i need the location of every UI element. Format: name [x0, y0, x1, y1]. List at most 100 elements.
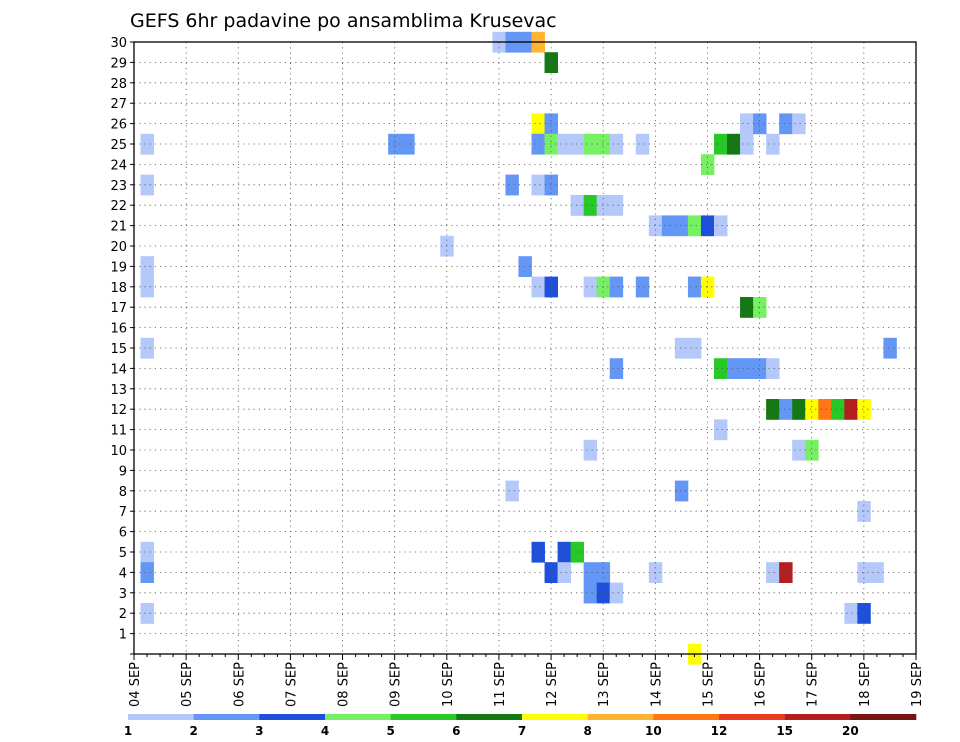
y-tick-label: 23	[110, 179, 127, 194]
heatmap-cell	[583, 439, 598, 461]
heatmap-cell	[674, 215, 689, 237]
x-tick-label: 15 SEP	[701, 662, 716, 707]
y-tick-label: 5	[119, 546, 127, 561]
heatmap-cell	[596, 195, 611, 216]
heatmap-cell	[635, 133, 650, 155]
x-tick-label: 05 SEP	[180, 662, 195, 707]
y-tick-label: 19	[110, 260, 127, 275]
heatmap-cell	[140, 541, 154, 563]
heatmap-cell	[740, 297, 754, 318]
x-tick-labels: 04 SEP 05 SEP 06 SEP 07 SEP 08 SEP 09 SEP 10 S…	[128, 662, 925, 707]
heatmap-cell	[140, 276, 154, 298]
colorbar-tick-label: 12	[711, 724, 728, 738]
heatmap-cell	[140, 562, 154, 583]
heatmap-cell	[766, 399, 780, 420]
colorbar-tick-label: 5	[386, 724, 394, 738]
heatmap-cell	[609, 358, 624, 379]
heatmap-cell	[583, 582, 598, 604]
heatmap-cells	[140, 31, 897, 665]
heatmap-cell	[700, 215, 715, 237]
colorbar-tick-label: 4	[321, 724, 329, 738]
colorbar-segment	[325, 714, 391, 720]
x-tick-label: 11 SEP	[493, 662, 508, 707]
y-tick-label: 29	[110, 56, 127, 71]
heatmap-cell	[531, 133, 545, 155]
heatmap-cell	[883, 337, 897, 359]
y-tick-label: 30	[110, 36, 127, 51]
heatmap-cell	[505, 174, 519, 196]
heatmap-cell	[674, 480, 689, 502]
heatmap-cell	[792, 113, 806, 135]
axis-ticks	[130, 41, 917, 660]
colorbar-tick-label: 8	[583, 724, 591, 738]
y-tick-label: 6	[119, 526, 127, 541]
colorbar-tick-label: 7	[518, 724, 526, 738]
heatmap-cell	[727, 358, 741, 379]
heatmap-cell	[687, 337, 702, 359]
heatmap-cell	[140, 133, 154, 155]
heatmap-cell	[583, 562, 598, 583]
heatmap-cell	[544, 52, 558, 73]
heatmap-cell	[635, 276, 650, 298]
heatmap-cell	[557, 541, 572, 563]
heatmap-cell	[140, 337, 154, 359]
heatmap-cell	[570, 195, 585, 216]
heatmap-cell	[544, 174, 558, 196]
y-tick-label: 17	[110, 301, 127, 316]
x-tick-label: 08 SEP	[337, 662, 352, 707]
heatmap-cell	[596, 133, 611, 155]
heatmap-cell	[505, 480, 519, 502]
x-tick-label: 04 SEP	[128, 662, 143, 707]
colorbar-tick-label: 15	[776, 724, 793, 738]
y-tick-label: 28	[110, 77, 127, 92]
y-tick-label: 26	[110, 118, 127, 133]
heatmap-cell	[857, 399, 871, 420]
heatmap-cell	[740, 133, 754, 155]
heatmap-cell	[713, 215, 728, 237]
colorbar-segment	[128, 714, 194, 720]
y-tick-label: 4	[119, 566, 127, 581]
heatmap-cell	[609, 133, 624, 155]
heatmap-cell	[140, 603, 154, 624]
heatmap-cell	[531, 113, 545, 135]
heatmap-cell	[727, 133, 741, 155]
heatmap-cell	[583, 276, 598, 298]
heatmap-cell	[870, 562, 884, 583]
y-tick-label: 20	[110, 240, 127, 255]
x-tick-label: 16 SEP	[754, 662, 769, 707]
heatmap-cell	[583, 133, 598, 155]
colorbar-segment	[259, 714, 326, 720]
heatmap-cell	[818, 399, 832, 420]
x-tick-label: 14 SEP	[649, 662, 664, 707]
heatmap-cell	[831, 399, 845, 420]
heatmap-cell	[687, 276, 702, 298]
y-tick-labels: 1234567891011121314151617181920212223242…	[110, 36, 127, 643]
heatmap-cell	[531, 174, 545, 196]
heatmap-cell	[792, 439, 806, 461]
y-tick-label: 12	[110, 403, 127, 418]
heatmap-cell	[779, 399, 793, 420]
colorbar-segment	[456, 714, 523, 720]
y-tick-label: 24	[110, 158, 127, 173]
y-tick-label: 13	[110, 383, 127, 398]
colorbar-segment	[653, 714, 720, 720]
colorbar-tick-label: 1	[124, 724, 132, 738]
x-tick-label: 06 SEP	[232, 662, 247, 707]
x-tick-label: 18 SEP	[858, 662, 873, 707]
heatmap-cell	[740, 358, 754, 379]
y-tick-label: 7	[119, 505, 127, 520]
y-tick-label: 15	[110, 342, 127, 357]
y-tick-label: 11	[110, 424, 127, 439]
colorbar-segment	[522, 714, 588, 720]
heatmap-cell	[779, 562, 793, 583]
colorbar-segment	[390, 714, 457, 720]
colorbar-tick-label: 10	[645, 724, 662, 738]
heatmap-cell	[857, 501, 871, 522]
heatmap-cell	[766, 562, 780, 583]
heatmap-cell	[713, 358, 728, 379]
heatmap-cell	[570, 133, 585, 155]
heatmap-cell	[713, 419, 728, 441]
x-tick-label: 17 SEP	[806, 662, 821, 707]
heatmap-cell	[753, 358, 767, 379]
